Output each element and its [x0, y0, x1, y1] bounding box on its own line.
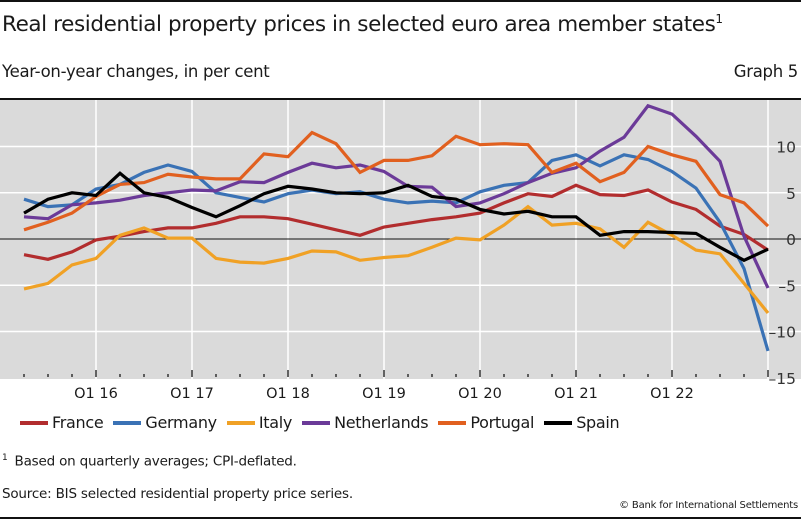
line-chart: 10 5 0 –5 –10 –15 Q1 16 Q1 17 Q1 18 Q1 19 Q1 20 Q1 …	[0, 98, 801, 398]
y-tick-label: –15	[769, 370, 796, 388]
legend-label: Spain	[576, 413, 620, 432]
y-tick-label: –10	[769, 324, 796, 342]
series-line-italy	[23, 204, 770, 315]
legend-label: Germany	[145, 413, 217, 432]
legend-swatch	[113, 420, 142, 425]
graph-number: Graph 5	[733, 62, 799, 81]
legend-swatch	[438, 420, 467, 425]
footnote-text: Based on quarterly averages; CPI-deflate…	[14, 453, 297, 470]
series-line-portugal	[23, 130, 770, 232]
legend-swatch	[20, 420, 48, 425]
footnote: 1 Based on quarterly averages; CPI-deflat…	[2, 453, 297, 470]
legend-swatch	[302, 420, 331, 425]
legend-swatch	[226, 420, 255, 425]
x-tick-label: Q1 16	[74, 386, 118, 398]
x-tick-label: Q1 19	[362, 386, 406, 398]
legend-swatch	[544, 420, 573, 425]
y-tick-label: 0	[786, 231, 796, 249]
legend-label: France	[52, 413, 104, 432]
source-note: Source: BIS selected residential propert…	[2, 486, 353, 502]
top-rule	[0, 0, 801, 2]
title-footnote-mark: 1	[715, 11, 723, 26]
x-tick-label: Q1 22	[650, 386, 694, 398]
x-tick-label: Q1 20	[458, 386, 502, 398]
copyright-note: © Bank for International Settlements	[619, 500, 798, 511]
x-tick-label: Q1 17	[170, 386, 214, 398]
series-line-germany	[23, 153, 770, 352]
series-line-spain	[23, 171, 769, 263]
legend-item-netherlands: Netherlands	[302, 413, 429, 432]
legend-label: Italy	[258, 413, 293, 432]
chart-title: Real residential property prices in sele…	[2, 12, 723, 37]
legend-item-france: France	[20, 413, 104, 432]
legend-item-spain: Spain	[544, 413, 620, 432]
legend-label: Portugal	[470, 413, 535, 432]
x-tick-label: Q1 18	[266, 386, 310, 398]
legend-item-italy: Italy	[226, 413, 293, 432]
chart-title-text: Real residential property prices in sele…	[2, 12, 716, 37]
legend-item-germany: Germany	[113, 413, 217, 432]
chart-legend: France Germany Italy Netherlands Portugal Spa…	[20, 413, 620, 432]
chart-subtitle: Year-on-year changes, in per cent	[2, 62, 270, 81]
x-tick-label: Q1 21	[554, 386, 598, 398]
y-tick-label: –5	[778, 277, 796, 295]
footnote-mark: 1	[2, 453, 8, 463]
bottom-rule	[0, 517, 801, 519]
legend-item-portugal: Portugal	[438, 413, 534, 432]
y-tick-label: 10	[776, 139, 796, 157]
legend-label: Netherlands	[334, 413, 429, 432]
y-tick-label: 5	[786, 185, 796, 203]
